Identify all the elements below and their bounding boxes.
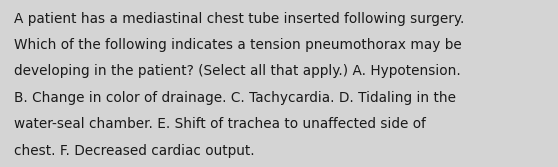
Text: chest. F. Decreased cardiac output.: chest. F. Decreased cardiac output. bbox=[14, 144, 254, 158]
Text: B. Change in color of drainage. C. Tachycardia. D. Tidaling in the: B. Change in color of drainage. C. Tachy… bbox=[14, 91, 456, 105]
Text: Which of the following indicates a tension pneumothorax may be: Which of the following indicates a tensi… bbox=[14, 38, 461, 52]
Text: water-seal chamber. E. Shift of trachea to unaffected side of: water-seal chamber. E. Shift of trachea … bbox=[14, 117, 426, 131]
Text: A patient has a mediastinal chest tube inserted following surgery.: A patient has a mediastinal chest tube i… bbox=[14, 12, 464, 26]
Text: developing in the patient? (Select all that apply.) A. Hypotension.: developing in the patient? (Select all t… bbox=[14, 64, 461, 78]
